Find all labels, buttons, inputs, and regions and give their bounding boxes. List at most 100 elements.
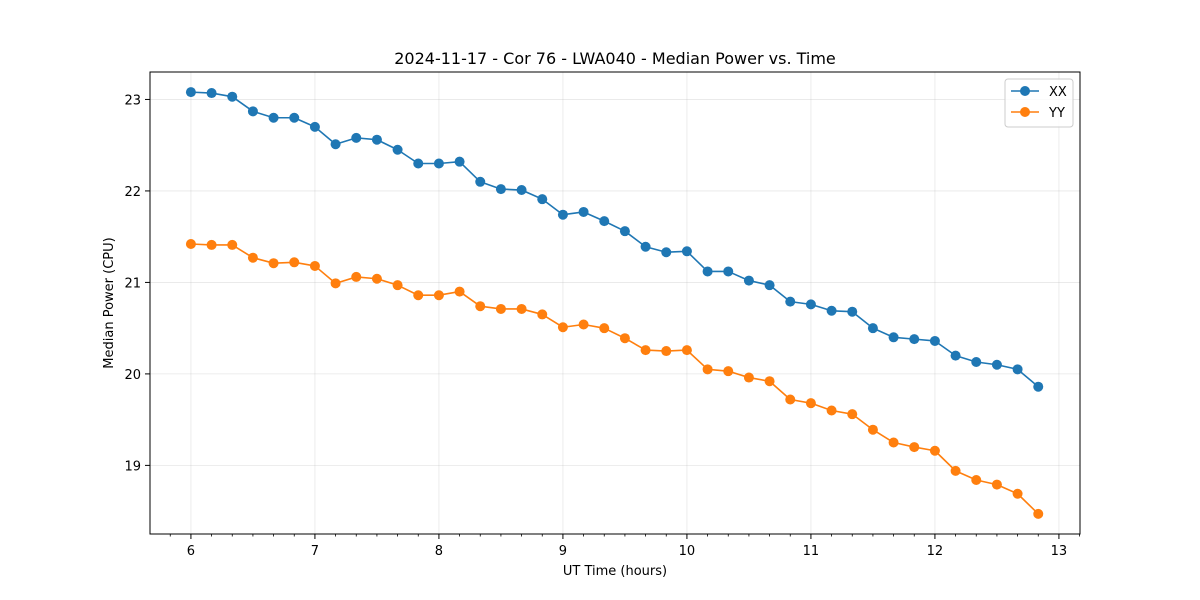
data-point-xx xyxy=(227,91,238,102)
data-point-yy xyxy=(351,271,362,282)
data-point-xx xyxy=(413,158,424,169)
data-point-yy xyxy=(247,252,258,263)
data-point-yy xyxy=(392,280,403,291)
data-point-yy xyxy=(185,238,196,249)
data-point-xx xyxy=(1033,381,1044,392)
legend-marker-xx xyxy=(1020,86,1030,96)
grid xyxy=(150,72,1080,534)
data-point-xx xyxy=(950,350,961,361)
x-tick-label: 7 xyxy=(311,544,319,559)
ticks: 6 7 8 9 10 11 12 13 19 20 21 22 23 xyxy=(124,93,1080,559)
data-point-yy xyxy=(702,364,713,375)
data-point-xx xyxy=(268,112,279,123)
data-point-xx xyxy=(495,184,506,195)
data-point-yy xyxy=(578,319,589,330)
data-point-yy xyxy=(206,239,217,250)
data-point-yy xyxy=(785,394,796,405)
data-point-yy xyxy=(929,445,940,456)
data-point-xx xyxy=(206,88,217,99)
data-point-yy xyxy=(826,405,837,416)
data-point-xx xyxy=(247,106,258,117)
data-point-yy xyxy=(475,301,486,312)
y-axis-label: Median Power (CPU) xyxy=(102,237,117,368)
data-point-yy xyxy=(371,273,382,284)
data-point-yy xyxy=(1033,508,1044,519)
y-tick-label: 20 xyxy=(124,368,141,383)
data-point-xx xyxy=(805,299,816,310)
data-point-yy xyxy=(413,290,424,301)
data-point-xx xyxy=(991,359,1002,370)
legend-marker-yy xyxy=(1020,107,1030,117)
x-tick-label: 6 xyxy=(187,544,195,559)
data-point-xx xyxy=(702,266,713,277)
data-point-yy xyxy=(516,303,527,314)
x-axis-label: UT Time (hours) xyxy=(563,564,667,579)
data-point-yy xyxy=(495,303,506,314)
y-tick-label: 23 xyxy=(124,93,141,108)
data-point-yy xyxy=(805,398,816,409)
plot-frame xyxy=(149,71,1081,535)
data-point-xx xyxy=(661,247,672,258)
data-point-xx xyxy=(1012,364,1023,375)
data-point-yy xyxy=(950,465,961,476)
data-point-yy xyxy=(991,479,1002,490)
x-tick-label: 12 xyxy=(927,544,944,559)
data-point-xx xyxy=(723,266,734,277)
data-point-xx xyxy=(309,121,320,132)
data-point-xx xyxy=(599,216,610,227)
data-point-yy xyxy=(764,376,775,387)
data-point-xx xyxy=(185,87,196,98)
data-point-xx xyxy=(392,144,403,155)
data-point-xx xyxy=(557,209,568,220)
x-tick-label: 11 xyxy=(803,544,820,559)
y-tick-label: 19 xyxy=(124,459,141,474)
data-point-yy xyxy=(330,278,341,289)
data-point-yy xyxy=(557,322,568,333)
data-point-xx xyxy=(681,246,692,257)
data-point-xx xyxy=(971,357,982,368)
data-point-yy xyxy=(661,346,672,357)
data-point-yy xyxy=(454,286,465,297)
chart-title: 2024-11-17 - Cor 76 - LWA040 - Median Po… xyxy=(394,49,836,68)
data-point-xx xyxy=(351,132,362,143)
data-point-yy xyxy=(599,323,610,334)
data-point-yy xyxy=(640,345,651,356)
y-tick-label: 21 xyxy=(124,276,141,291)
data-point-xx xyxy=(764,280,775,291)
data-point-yy xyxy=(537,309,548,320)
data-point-yy xyxy=(227,239,238,250)
data-point-xx xyxy=(929,335,940,346)
data-point-xx xyxy=(909,334,920,345)
data-point-yy xyxy=(909,442,920,453)
data-point-xx xyxy=(847,306,858,317)
data-point-yy xyxy=(971,475,982,486)
data-point-yy xyxy=(309,260,320,271)
y-tick-label: 22 xyxy=(124,185,141,200)
data-point-xx xyxy=(578,206,589,217)
data-point-yy xyxy=(289,257,300,268)
data-point-yy xyxy=(867,424,878,435)
data-point-xx xyxy=(743,275,754,286)
data-point-xx xyxy=(516,185,527,196)
data-point-xx xyxy=(330,139,341,150)
x-tick-label: 13 xyxy=(1051,544,1068,559)
data-point-xx xyxy=(867,323,878,334)
series-layer xyxy=(185,87,1044,519)
x-tick-label: 8 xyxy=(435,544,443,559)
data-point-xx xyxy=(537,194,548,205)
data-point-xx xyxy=(826,305,837,316)
data-point-xx xyxy=(785,296,796,307)
legend: XX YY xyxy=(1004,78,1074,128)
data-point-xx xyxy=(454,156,465,167)
data-point-xx xyxy=(888,332,899,343)
data-point-yy xyxy=(743,372,754,383)
data-point-yy xyxy=(619,333,630,344)
data-point-yy xyxy=(681,345,692,356)
data-point-yy xyxy=(1012,488,1023,499)
x-tick-label: 10 xyxy=(679,544,696,559)
data-point-xx xyxy=(475,176,486,187)
data-point-xx xyxy=(371,134,382,145)
data-point-yy xyxy=(847,409,858,420)
